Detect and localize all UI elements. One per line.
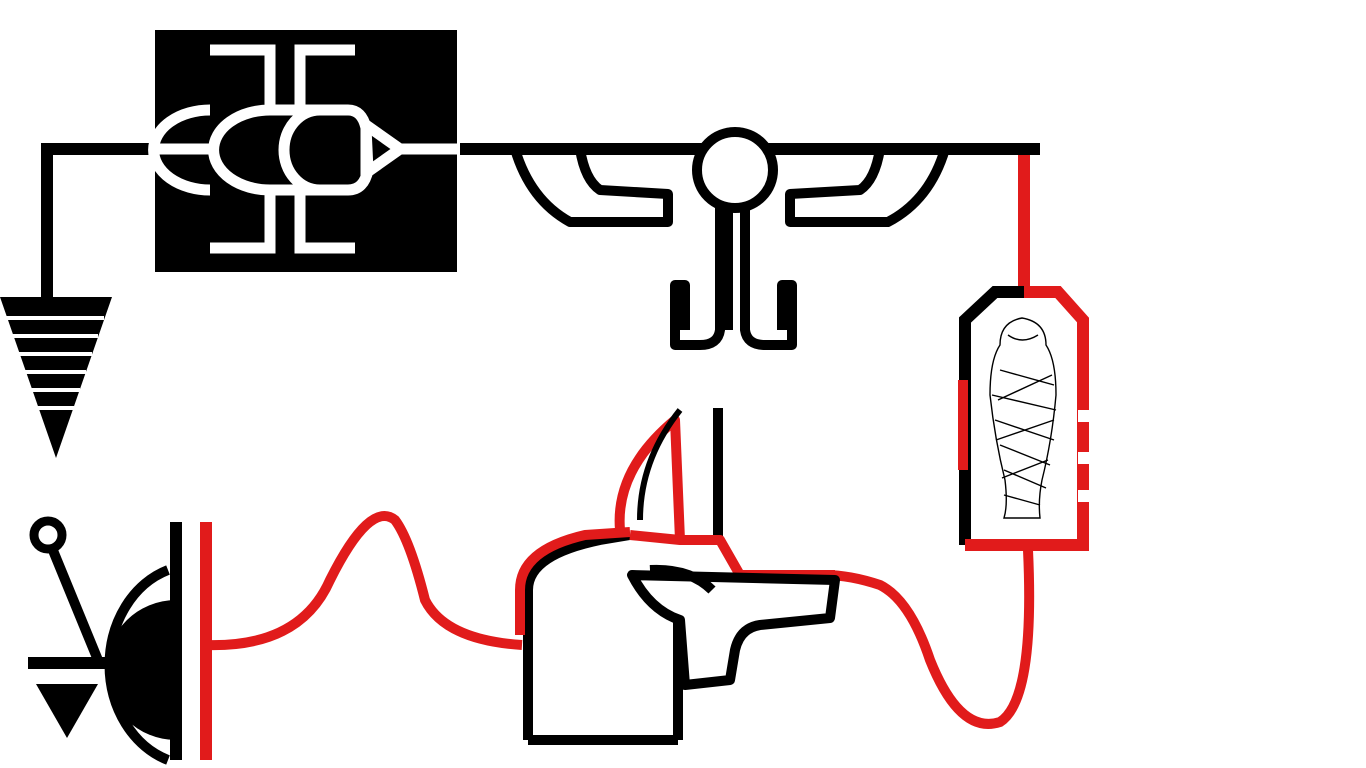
mummy-sarcophagus-icon bbox=[958, 286, 1092, 551]
anubis-head-icon bbox=[515, 408, 840, 745]
voltage-peak-wire-icon bbox=[205, 511, 523, 651]
djed-lever-switch-icon bbox=[28, 516, 110, 738]
red-wire-bottom-right bbox=[824, 549, 1035, 729]
ground-symbol-icon bbox=[0, 297, 112, 458]
capacitor-crescent-icon bbox=[104, 522, 212, 765]
winged-sun-disk-icon bbox=[510, 127, 950, 350]
scarab-beetle-inductor-icon bbox=[148, 30, 457, 272]
